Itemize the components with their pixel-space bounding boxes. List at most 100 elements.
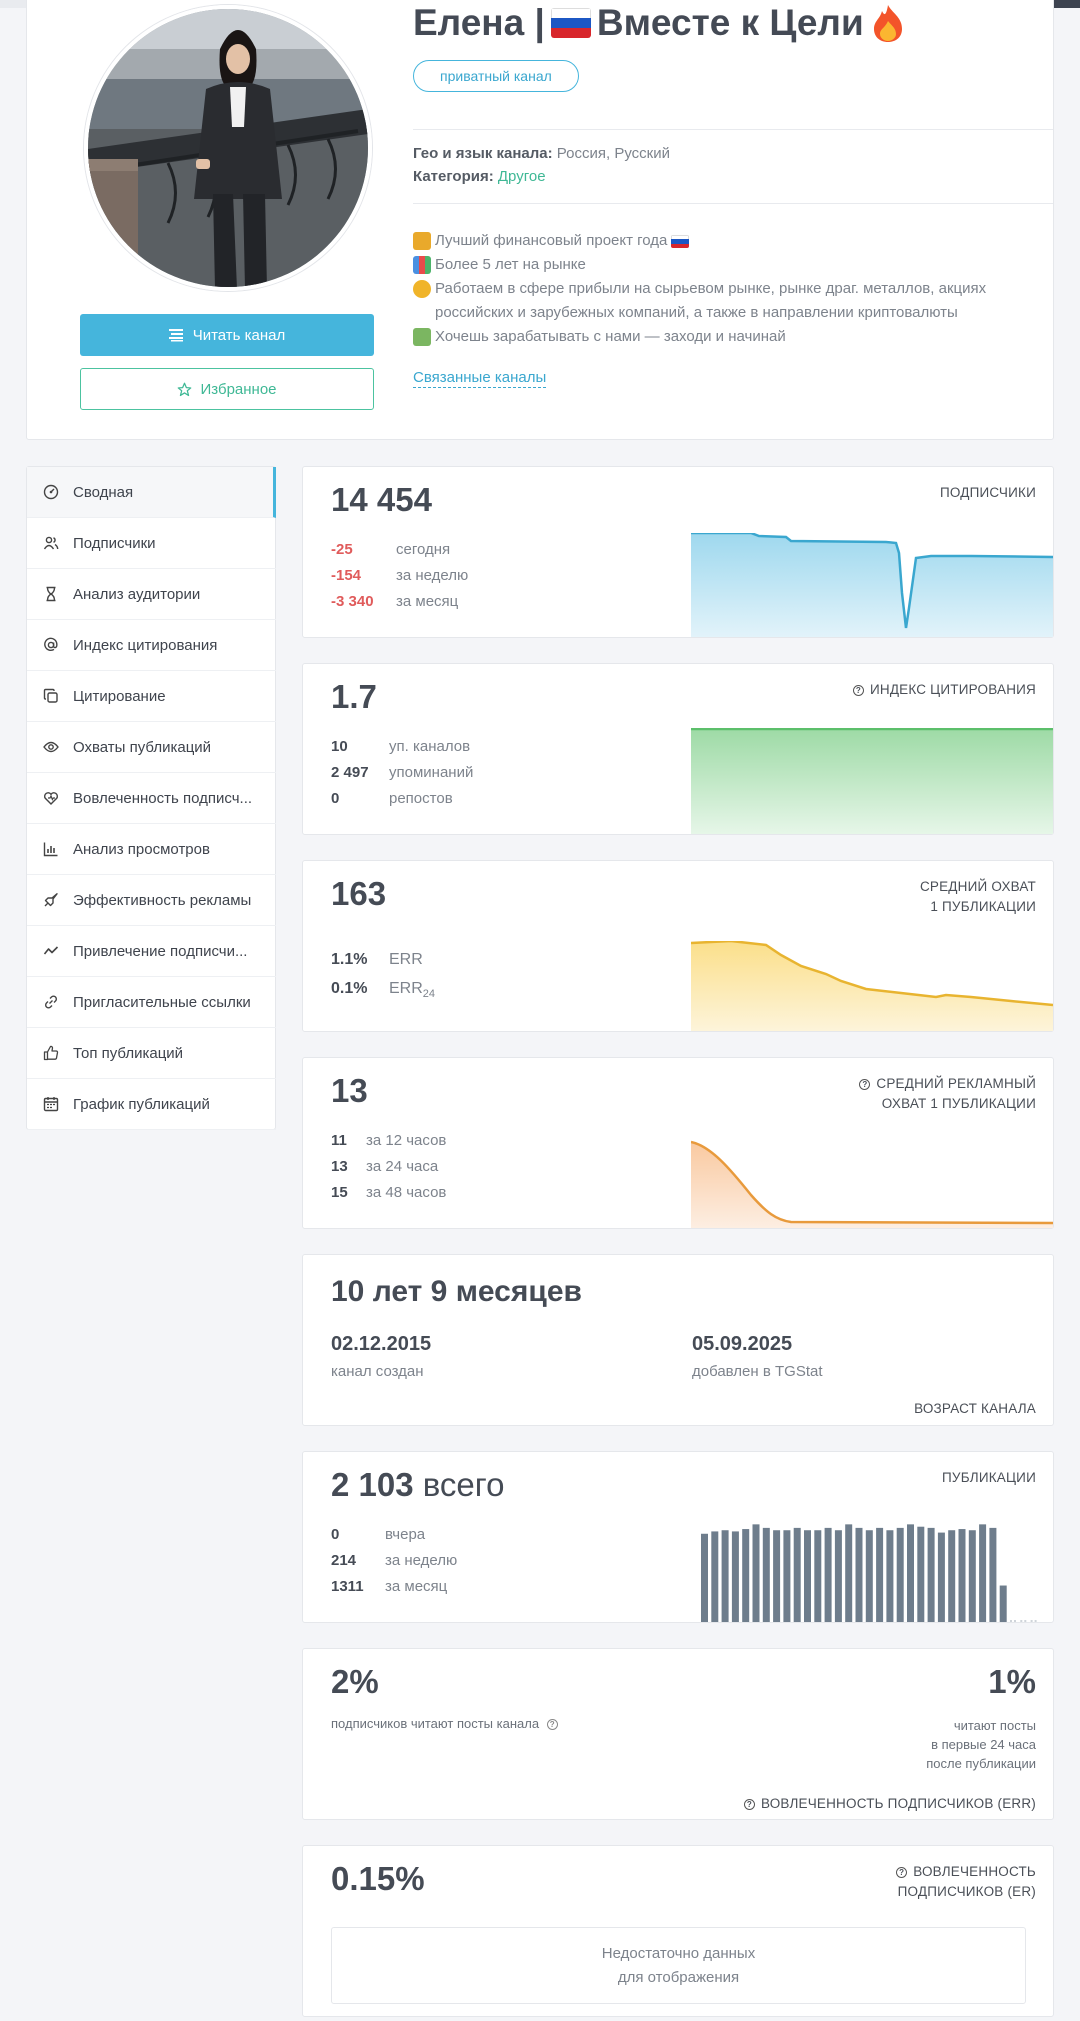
info-icon[interactable]: ? xyxy=(896,1867,908,1878)
ad-reach-chart xyxy=(691,1140,1053,1228)
publications-bar xyxy=(979,1524,987,1622)
info-icon[interactable]: ? xyxy=(743,1799,755,1810)
sidebar-item-label: Анализ просмотров xyxy=(73,840,210,858)
citation-index-card[interactable]: 1.7 ? ИНДЕКС ЦИТИРОВАНИЯ 10 уп. каналов 2 4… xyxy=(302,663,1054,835)
stat-row-number: -154 xyxy=(331,567,362,584)
publications-bar xyxy=(731,1531,739,1622)
sidebar-item[interactable]: Индекс цитирования xyxy=(27,620,276,671)
link-icon xyxy=(43,994,59,1010)
sidebar-item-label: Топ публикаций xyxy=(73,1044,184,1062)
category-link[interactable]: Другое xyxy=(497,168,546,185)
medal-icon xyxy=(413,280,431,298)
sidebar-item[interactable]: Пригласительные ссылки xyxy=(27,977,276,1028)
stat-row-text: сегодня xyxy=(396,541,451,558)
publications-card[interactable]: 2 103 всего ПУБЛИКАЦИИ 0 вчера 214 за недел… xyxy=(302,1451,1054,1623)
created-date: 02.12.2015 xyxy=(331,1333,432,1355)
added-date: 05.09.2025 xyxy=(692,1333,793,1355)
added-label: добавлен в TGStat xyxy=(692,1363,823,1380)
read-channel-button[interactable]: Читать канал xyxy=(80,314,374,356)
sidebar-nav: Сводная Подписчики Анализ аудитории Индекс … xyxy=(26,466,276,1130)
subscribers-count: 14 454 xyxy=(331,481,432,518)
sidebar-item-label: График публикаций xyxy=(73,1095,210,1113)
sidebar-item[interactable]: Эффективность рекламы xyxy=(27,875,276,926)
sidebar-item-label: Анализ аудитории xyxy=(73,585,201,603)
card-label: ? ВОВЛЕЧЕННОСТЬ ПОДПИСЧИКОВ (ER) xyxy=(896,1864,1036,1899)
sidebar-item-label: Подписчики xyxy=(73,534,156,552)
sidebar-item-label: Охваты публикаций xyxy=(73,738,212,756)
engagement-err-card: 2% подписчиков читают посты канала ? 1% … xyxy=(302,1648,1054,1820)
related-channels-link[interactable]: Связанные каналы xyxy=(413,369,547,388)
thumb-up-icon xyxy=(43,1045,59,1061)
divider xyxy=(413,203,1053,204)
stat-row-number: 0 xyxy=(331,1526,340,1543)
sidebar-item-label: Эффективность рекламы xyxy=(73,891,252,909)
sidebar-item[interactable]: Привлечение подписчи... xyxy=(27,926,276,977)
engagement-er-card: 0.15% ? ВОВЛЕЧЕННОСТЬ ПОДПИСЧИКОВ (ER) Нед… xyxy=(302,1845,1054,2017)
stat-row-text: за месяц xyxy=(385,1578,448,1595)
publications-bar xyxy=(917,1526,925,1622)
err-row: 1.1% ERR xyxy=(331,951,423,968)
publications-bar xyxy=(968,1530,976,1622)
card-label: ПУБЛИКАЦИИ xyxy=(942,1470,1036,1485)
average-reach-card[interactable]: 163 СРЕДНИЙ ОХВАТ 1 ПУБЛИКАЦИИ 1.1% ERR 0.… xyxy=(302,860,1054,1032)
publications-bar xyxy=(783,1530,791,1622)
channel-age-value: 10 лет 9 месяцев xyxy=(331,1275,582,1308)
sidebar-item[interactable]: Анализ аудитории xyxy=(27,569,276,620)
info-icon[interactable]: ? xyxy=(859,1079,871,1090)
publications-bar xyxy=(927,1527,935,1622)
publications-bar xyxy=(896,1527,904,1622)
subscribers-chart xyxy=(691,533,1053,637)
sidebar-item[interactable]: Подписчики xyxy=(27,518,276,569)
engagement-left-text: подписчиков читают посты канала ? xyxy=(331,1716,564,1731)
engagement-er-value: 0.15% xyxy=(331,1860,425,1897)
publications-bar xyxy=(886,1530,894,1622)
publications-bar xyxy=(865,1530,873,1622)
stat-row: 13 за 24 часа xyxy=(331,1158,438,1175)
stat-row: 1311 за месяц xyxy=(331,1578,447,1595)
sidebar-item[interactable]: Охваты публикаций xyxy=(27,722,276,773)
sidebar-item[interactable]: Топ публикаций xyxy=(27,1028,276,1079)
ad-reach-chart-line xyxy=(691,1140,1053,1225)
info-icon[interactable]: ? xyxy=(546,1719,558,1730)
card-label: ? СРЕДНИЙ РЕКЛАМНЫЙ ОХВАТ 1 ПУБЛИКАЦИИ xyxy=(859,1074,1036,1114)
publications-total: 2 103 всего xyxy=(331,1466,505,1503)
sidebar-item[interactable]: Сводная xyxy=(27,467,276,518)
channel-avatar xyxy=(84,5,372,291)
stat-row: 0 вчера xyxy=(331,1526,425,1543)
stat-row: 11 за 12 часов xyxy=(331,1132,446,1149)
created-label: канал создан xyxy=(331,1363,424,1380)
citation-chart xyxy=(691,728,1053,834)
publications-bar xyxy=(742,1529,750,1622)
subscribers-chart-area xyxy=(691,533,1053,637)
average-reach-value: 163 xyxy=(331,875,387,912)
publications-bar xyxy=(834,1530,842,1622)
reach-chart-line xyxy=(691,941,1053,1007)
reach-chart xyxy=(691,941,1053,1031)
stat-row: 214 за неделю xyxy=(331,1552,457,1569)
err24-row: 0.1% ERR24 xyxy=(331,980,436,1001)
sidebar-item-label: Сводная xyxy=(73,483,134,501)
subscribers-card[interactable]: 14 454 ПОДПИСЧИКИ -25 сегодня -154 за недел… xyxy=(302,466,1054,638)
publications-bar xyxy=(711,1531,719,1622)
sidebar-item[interactable]: Анализ просмотров xyxy=(27,824,276,875)
publications-bar xyxy=(804,1530,811,1622)
favorite-button[interactable]: Избранное xyxy=(80,368,374,410)
rocket-icon xyxy=(43,892,59,908)
sidebar-item[interactable]: График публикаций xyxy=(27,1079,276,1130)
ad-reach-card[interactable]: 13 ? СРЕДНИЙ РЕКЛАМНЫЙ ОХВАТ 1 ПУБЛИКАЦИИ … xyxy=(302,1057,1054,1229)
publications-bar xyxy=(793,1527,801,1622)
stat-row-number: -3 340 xyxy=(331,593,374,610)
stat-row-number: 15 xyxy=(331,1184,348,1201)
money-icon xyxy=(413,328,431,346)
stat-row-number: 11 xyxy=(331,1132,347,1149)
channel-profile-card: Елена | Вместе к Цели приватный канал Ге… xyxy=(26,0,1054,440)
stat-row-text: вчера xyxy=(385,1526,426,1543)
no-data-box: Недостаточно данных для отображения xyxy=(331,1927,1026,2004)
stat-row: -154 за неделю xyxy=(331,567,468,584)
stat-row-text: за 48 часов xyxy=(366,1184,447,1201)
publications-bar xyxy=(989,1527,997,1622)
sidebar-item[interactable]: Вовлеченность подписч... xyxy=(27,773,276,824)
sidebar-item-label: Цитирование xyxy=(73,687,166,705)
info-icon[interactable]: ? xyxy=(852,685,864,696)
sidebar-item[interactable]: Цитирование xyxy=(27,671,276,722)
